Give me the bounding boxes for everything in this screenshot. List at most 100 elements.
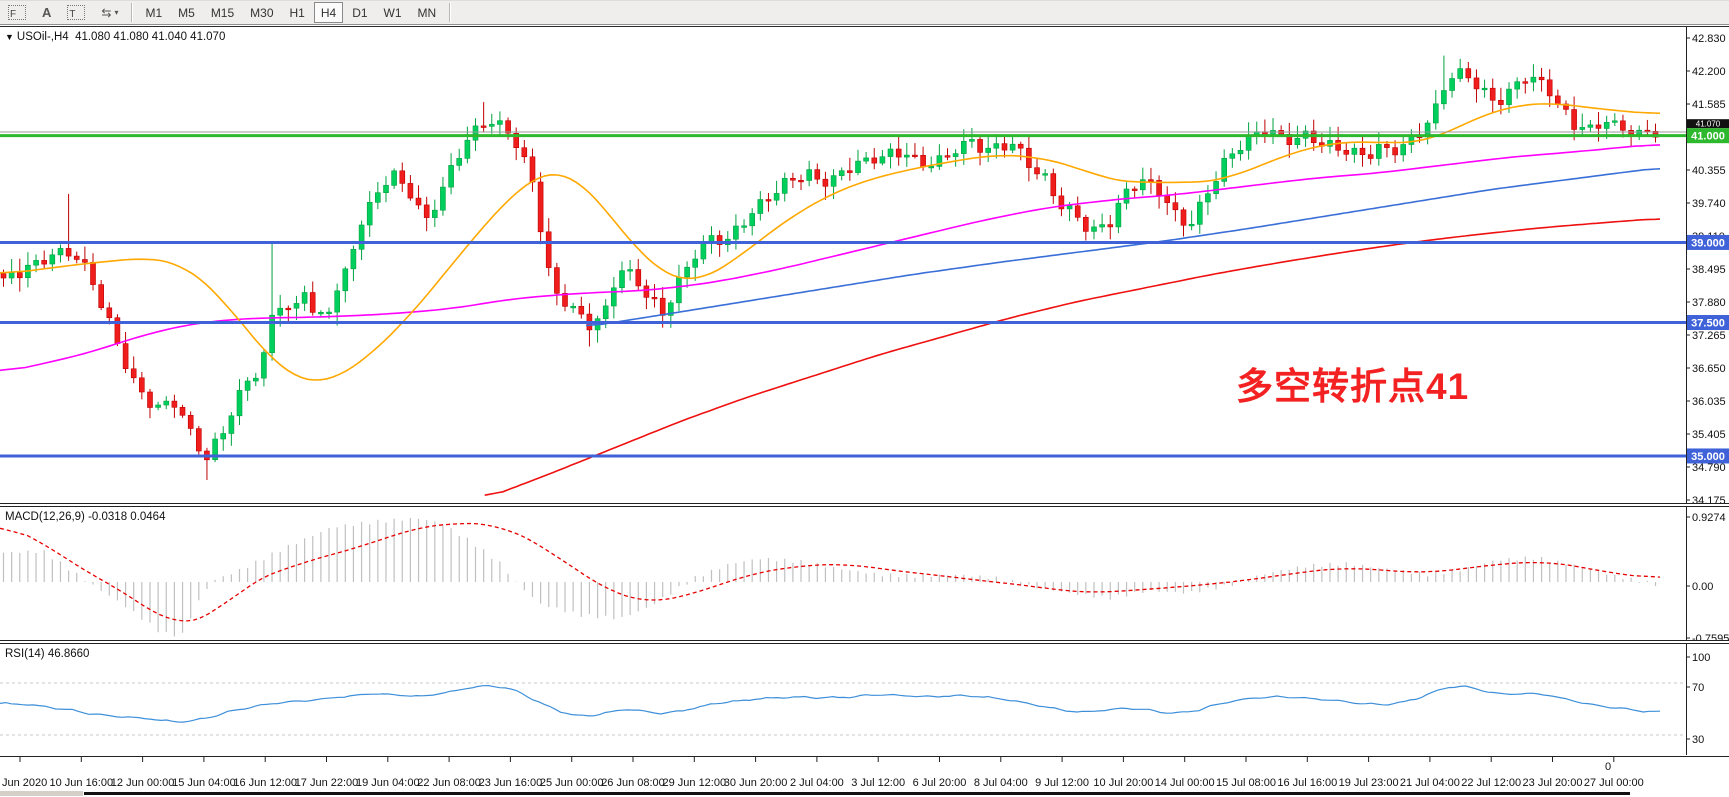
arrow-tool-button[interactable]: A <box>35 2 58 23</box>
time-axis-label: 9 Jul 12:00 <box>1035 777 1089 789</box>
axis-zero-label: 0 <box>1605 761 1611 773</box>
time-axis-label: 23 Jul 20:00 <box>1523 777 1583 789</box>
ma_slow-line[interactable] <box>585 168 1661 327</box>
hline-37500-box <box>1687 315 1729 331</box>
chevron-down-icon: ▾ <box>114 8 119 17</box>
timeframe-button-mn[interactable]: MN <box>417 5 437 20</box>
price-axis-label: 42.830 <box>1692 33 1726 45</box>
panel-splitter[interactable] <box>0 640 1729 644</box>
timeframe-button-h1[interactable]: H1 <box>289 5 305 20</box>
time-axis-label: 8 Jul 04:00 <box>974 777 1028 789</box>
cursor-tools-button[interactable]: ⇆ ▾ <box>94 2 125 23</box>
price-axis-label: 37.880 <box>1692 297 1726 309</box>
hline-39000-label: 39.000 <box>1691 237 1725 249</box>
time-axis-label: 22 Jul 12:00 <box>1461 777 1521 789</box>
bid-price-box <box>1687 119 1729 129</box>
time-axis-label: 23 Jun 16:00 <box>479 777 543 789</box>
rsi-axis-label: 30 <box>1692 734 1704 746</box>
price-axis-label: 41.585 <box>1692 99 1726 111</box>
time-axis-label: 10 Jun 16:00 <box>49 777 113 789</box>
chart-shift-button[interactable]: F <box>1 2 33 23</box>
symbol-header: ▼ USOil-,H4 41.080 41.080 41.040 41.070 <box>5 31 225 43</box>
symbol-collapse-icon[interactable]: ▼ <box>5 32 14 42</box>
rsi-panel[interactable]: RSI(14) 46.8660 100 70 30 <box>0 644 1729 756</box>
time-axis-label: 30 Jun 20:00 <box>724 777 788 789</box>
time-axis-label: 26 Jun 08:00 <box>601 777 665 789</box>
ma_slowest-line[interactable] <box>484 218 1661 496</box>
symbol-ohlc-label: USOil-,H4 41.080 41.080 41.040 41.070 <box>16 31 226 43</box>
price-chart-panel[interactable]: ▼ USOil-,H4 41.080 41.080 41.040 41.070 4… <box>0 26 1729 503</box>
text-label-button[interactable]: T <box>60 2 92 23</box>
macd-axis-label: 0.9274 <box>1692 512 1726 524</box>
price-axis-label: 36.035 <box>1692 396 1726 408</box>
ma_mid-line[interactable] <box>0 144 1661 372</box>
bid-price-box-label: 41.070 <box>1696 120 1721 129</box>
macd-histogram <box>2 518 1657 637</box>
macd-axis-label: -0.7595 <box>1692 633 1729 640</box>
time-axis-label: 27 Jul 00:00 <box>1584 777 1644 789</box>
time-axis-label: 12 Jun 00:00 <box>111 777 175 789</box>
rsi-header: RSI(14) 46.8660 <box>5 648 89 660</box>
time-axis-label: 16 Jun 12:00 <box>233 777 297 789</box>
macd-panel[interactable]: MACD(12,26,9) -0.0318 0.0464 0.9274 0.00 -… <box>0 507 1729 640</box>
time-axis-label: 2 Jul 04:00 <box>790 777 844 789</box>
arrow-tool-icon: A <box>42 5 52 20</box>
hline-35000-label: 35.000 <box>1691 451 1725 463</box>
time-axis-label: 16 Jul 16:00 <box>1277 777 1337 789</box>
price-axis-label: 38.495 <box>1692 264 1726 276</box>
price-axis-label: 42.200 <box>1692 66 1726 78</box>
text-label-icon: T <box>67 5 86 20</box>
ma_fast-line[interactable] <box>0 103 1661 381</box>
timeframe-button-m15[interactable]: M15 <box>210 5 235 20</box>
price-axis[interactable] <box>1686 26 1729 756</box>
hline-41000-label: 41.000 <box>1691 131 1725 143</box>
price-axis-label: 34.790 <box>1692 462 1726 474</box>
timeframe-button-m30[interactable]: M30 <box>250 5 274 20</box>
hline-37500-label: 37.500 <box>1691 318 1725 330</box>
macd-values: -0.0318 0.0464 <box>88 511 166 523</box>
h-scrollbar-thumb[interactable] <box>84 792 1630 795</box>
time-axis-label: 19 Jul 23:00 <box>1339 777 1399 789</box>
price-axis-label: 39.740 <box>1692 198 1726 210</box>
macd-label: MACD(12,26,9) <box>5 511 85 523</box>
rsi-value: 46.8660 <box>47 648 90 660</box>
time-axis-label: 29 Jun 12:00 <box>662 777 726 789</box>
time-axis-label: 19 Jun 04:00 <box>356 777 420 789</box>
macd-axis-label: 0.00 <box>1692 581 1713 593</box>
h-scrollbar-track[interactable] <box>0 791 83 796</box>
macd-signal-line <box>0 522 1661 622</box>
hline-41000-box <box>1687 128 1729 144</box>
price-axis-label: 36.650 <box>1692 363 1726 375</box>
rsi-axis-label: 70 <box>1692 682 1704 694</box>
time-axis-label: 14 Jul 00:00 <box>1155 777 1215 789</box>
timeframe-button-h4[interactable]: H4 <box>313 2 344 23</box>
time-axis-label: 9 Jun 2020 <box>0 777 47 789</box>
hline-35000-box <box>1687 448 1729 464</box>
timeframe-button-m5[interactable]: M5 <box>178 5 195 20</box>
time-axis-label: 10 Jul 20:00 <box>1093 777 1153 789</box>
rsi-axis-label: 100 <box>1692 652 1710 664</box>
candles-layer <box>0 55 1659 480</box>
chart-shift-icon: F <box>8 5 26 20</box>
time-axis-label: 15 Jul 08:00 <box>1216 777 1276 789</box>
rsi-label: RSI(14) <box>5 648 45 660</box>
time-axis-label: 25 Jun 00:00 <box>540 777 604 789</box>
toolbar: F A T ⇆ ▾ M1 M5 M15 M30 H1 H4 D1 W1 MN <box>0 0 1729 25</box>
time-axis-label: 17 Jun 22:00 <box>295 777 359 789</box>
price-axis-label: 34.175 <box>1692 495 1726 503</box>
toolbar-separator <box>449 3 451 22</box>
time-axis-label: 15 Jun 04:00 <box>172 777 236 789</box>
timeframe-button-m1[interactable]: M1 <box>145 5 163 20</box>
time-axis-label: 21 Jul 04:00 <box>1400 777 1460 789</box>
time-axis-label: 22 Jun 08:00 <box>417 777 481 789</box>
time-axis-label: 6 Jul 20:00 <box>913 777 967 789</box>
timeframe-button-w1[interactable]: W1 <box>383 5 402 20</box>
timeframe-button-d1[interactable]: D1 <box>352 5 368 20</box>
toolbar-separator <box>131 3 133 22</box>
hline-39000-box <box>1687 234 1729 250</box>
chart-annotation-text[interactable]: 多空转折点41 <box>1236 366 1470 407</box>
price-axis-label: 37.265 <box>1692 330 1726 342</box>
panel-splitter[interactable] <box>0 503 1729 507</box>
